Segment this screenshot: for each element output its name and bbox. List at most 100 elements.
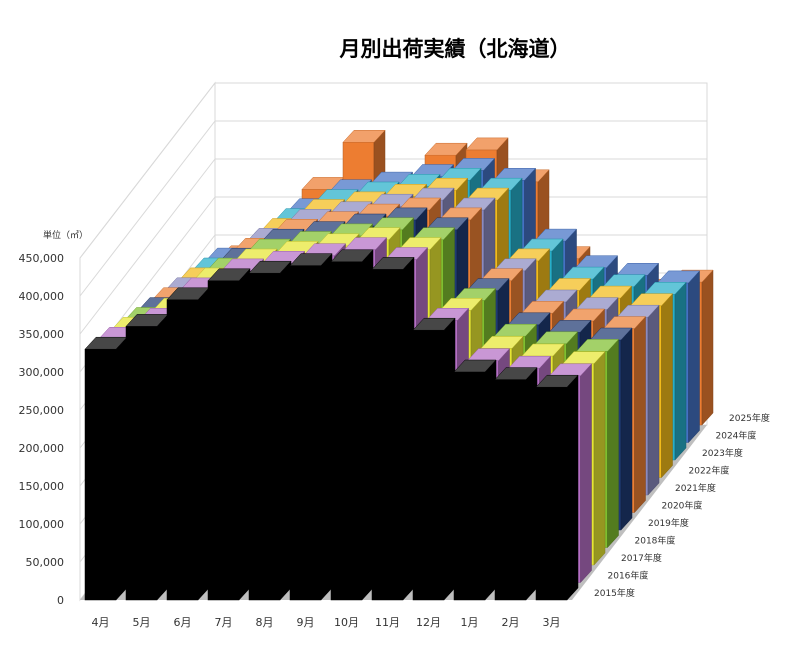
series-label: 2025年度 [729,412,770,424]
bar-side-face [634,315,646,514]
series-label: 2020年度 [662,500,703,512]
bar-side-face [279,260,292,601]
bar-front-face [371,269,404,601]
bar-top-face [494,367,538,380]
bar-side-face [566,374,579,601]
series-label: 2021年度 [675,482,716,494]
series-label: 2018年度 [635,535,676,547]
bar-front-face [166,299,199,601]
x-category-label: 1月 [461,616,479,629]
bar-side-face [238,268,251,601]
y-tick-label: 400,000 [19,290,65,303]
x-category-label: 4月 [92,616,110,629]
y-tick-label: 200,000 [19,442,65,455]
bar [207,268,251,601]
y-tick-label: 0 [57,594,64,607]
series-label: 2019年度 [648,517,689,529]
bar-top-face [412,317,456,331]
bar-front-face [84,348,117,601]
bars-layer [84,129,714,601]
labels-layer: 0 50,000 100,000 150,000 200,000 250,000 300,0… [19,252,770,629]
bar-front-face [330,261,363,601]
bar-front-face [125,326,158,601]
bar-front-face [248,272,281,601]
bar-side-face [156,313,169,601]
bar [166,287,210,601]
bar-side-face [701,269,714,426]
y-tick-label: 100,000 [19,518,65,531]
series-label: 2016年度 [608,570,649,582]
x-category-label: 2月 [502,616,520,629]
series-label: 2024年度 [716,430,757,442]
bar [248,260,292,601]
bar-side-face [580,363,592,584]
bar [494,366,538,601]
bar-top-face [465,137,509,151]
series-label: 2023年度 [702,447,743,459]
side-gridline [79,120,216,297]
x-category-label: 12月 [416,616,441,629]
bar-front-face [535,386,568,601]
bar-side-face [525,366,538,601]
bar-front-face [207,280,240,601]
series-label: 2015年度 [594,587,635,599]
bar-side-face [361,249,374,601]
x-category-label: 10月 [334,616,359,629]
chart-title: 月別出荷実績（北海道） [339,37,571,61]
bar-side-face [620,327,633,531]
bar-side-face [593,350,606,566]
bar-front-face [453,371,486,601]
bar-top-face [342,130,386,143]
bar-side-face [443,317,456,601]
bar-top-face [453,359,497,373]
bar-side-face [607,338,619,549]
x-category-label: 7月 [215,616,233,629]
x-category-label: 6月 [174,616,192,629]
bar-top-face [248,260,292,274]
bar-front-face [412,329,445,601]
y-tick-label: 350,000 [19,328,65,341]
bar-side-face [320,252,333,601]
bar-side-face [115,336,128,601]
x-category-label: 3月 [543,616,561,629]
bar [453,359,497,601]
bar [289,252,333,601]
x-category-label: 11月 [375,616,400,629]
x-category-label: 5月 [133,616,151,629]
y-tick-label: 300,000 [19,366,65,379]
bar-top-face [535,374,579,388]
bar [535,374,579,601]
bar [125,313,169,601]
bar-side-face [197,287,210,601]
side-gridline [79,158,216,335]
bar-top-face [371,257,415,270]
bar [330,249,374,601]
bar-side-face [402,256,415,601]
bar [412,317,456,601]
bar-front-face [289,265,322,601]
bar-side-face [661,293,673,479]
series-label: 2022年度 [689,465,730,477]
side-gridline [79,82,216,259]
x-category-label: 8月 [256,616,274,629]
bar [84,336,128,601]
series-label: 2017年度 [621,552,662,564]
unit-label: 単位（㎥） [43,229,88,241]
bar-side-face [688,270,700,444]
bar-side-face [647,304,660,496]
bar [371,256,415,601]
y-tick-label: 150,000 [19,480,65,493]
bar-top-face [207,268,251,282]
bar-side-face [674,281,687,461]
y-tick-label: 250,000 [19,404,65,417]
y-tick-label: 450,000 [19,252,65,265]
bar-top-face [330,249,374,263]
bar-top-face [424,142,468,156]
y-tick-label: 50,000 [26,556,65,569]
bar-top-face [289,253,333,266]
bar-front-face [494,379,527,601]
bar-side-face [484,359,497,601]
x-category-label: 9月 [297,616,315,629]
